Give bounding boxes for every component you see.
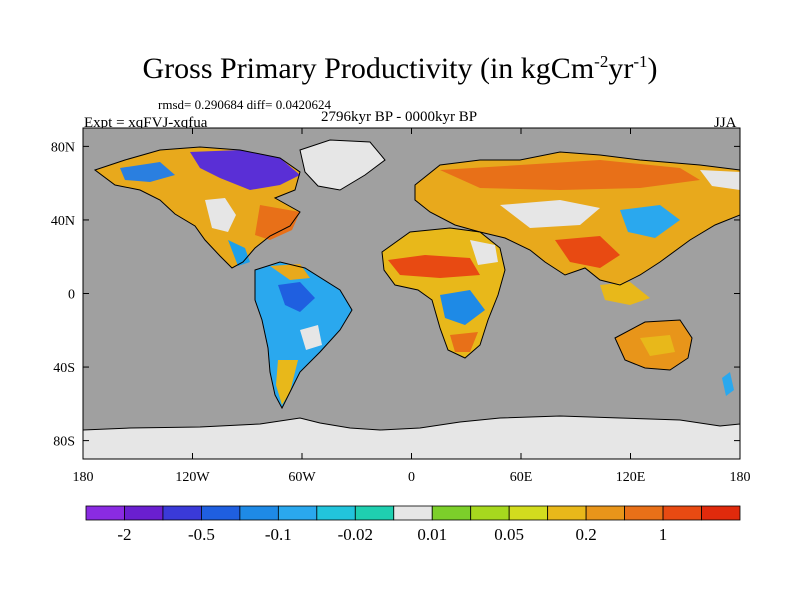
colorbar-label: 0.2 bbox=[575, 525, 596, 544]
colorbar-label: 1 bbox=[659, 525, 668, 544]
x-axis: 180 120W 60W 0 60E 120E 180 bbox=[73, 128, 751, 485]
colorbar-swatch bbox=[431, 505, 472, 521]
x-tick-label: 60E bbox=[510, 470, 533, 485]
y-tick-label: 80S bbox=[53, 435, 75, 450]
coastlines bbox=[83, 139, 740, 431]
colorbar-swatch bbox=[239, 505, 279, 521]
colorbar-swatch bbox=[201, 505, 241, 521]
south-america-central-region bbox=[300, 325, 322, 350]
colorbar-swatch bbox=[585, 505, 625, 521]
colorbar-label: -0.1 bbox=[265, 525, 292, 544]
south-america-amazon-region bbox=[278, 282, 315, 312]
y-tick-label: 80N bbox=[51, 140, 75, 155]
experiment-label: Expt = xqFVJ-xqfua bbox=[84, 115, 208, 131]
period-label: 2796kyr BP - 0000kyr BP bbox=[321, 109, 478, 125]
colorbar-swatch bbox=[393, 505, 433, 521]
colorbar: -2 -0.5 -0.1 -0.02 0.01 0.05 0.2 1 bbox=[85, 505, 741, 544]
stats-line: rmsd= 0.290684 diff= 0.0420624 bbox=[158, 97, 331, 112]
x-tick-label: 180 bbox=[730, 470, 751, 485]
colorbar-label: -2 bbox=[117, 525, 131, 544]
colorbar-swatch bbox=[85, 505, 125, 521]
colorbar-swatch bbox=[701, 505, 741, 521]
plot-title: Gross Primary Productivity (in kgCm-2yr-… bbox=[142, 52, 658, 85]
north-america-northwest-region bbox=[120, 162, 175, 182]
colorbar-swatch bbox=[124, 505, 164, 521]
colorbar-label: -0.02 bbox=[338, 525, 373, 544]
southeast-asia-islands bbox=[600, 282, 650, 305]
new-zealand-landmass bbox=[722, 372, 734, 396]
eurasia-north-region bbox=[440, 160, 700, 190]
eurasia-south-region bbox=[555, 236, 620, 268]
y-tick-label: 0 bbox=[68, 288, 75, 303]
north-america-east-region bbox=[255, 205, 300, 240]
africa-east-region bbox=[470, 240, 498, 265]
x-tick-label: 120W bbox=[175, 470, 210, 485]
north-america-arctic-region bbox=[190, 150, 300, 190]
colorbar-label: -0.5 bbox=[188, 525, 215, 544]
antarctica-landmass bbox=[83, 416, 740, 459]
eurasia-central-region bbox=[500, 200, 600, 228]
colorbar-swatch bbox=[277, 505, 318, 521]
colorbar-swatch bbox=[547, 505, 587, 521]
y-tick-label: 40N bbox=[51, 214, 75, 229]
eurasia-northeast-region bbox=[700, 170, 740, 190]
australia-interior-region bbox=[640, 335, 675, 356]
colorbar-swatch bbox=[162, 505, 202, 521]
season-label: JJA bbox=[714, 115, 737, 131]
x-tick-label: 0 bbox=[408, 470, 415, 485]
north-america-interior-region bbox=[205, 198, 236, 232]
eurasia-east-region bbox=[620, 205, 680, 238]
y-axis: 80N 40N 0 40S 80S bbox=[51, 140, 740, 450]
y-tick-label: 40S bbox=[53, 361, 75, 376]
colorbar-swatch bbox=[624, 505, 664, 521]
x-tick-label: 60W bbox=[288, 470, 316, 485]
x-tick-label: 180 bbox=[73, 470, 94, 485]
colorbar-swatch bbox=[316, 505, 356, 521]
colorbar-swatch bbox=[354, 505, 395, 521]
africa-central-region bbox=[440, 290, 485, 325]
africa-sahara-region bbox=[388, 255, 480, 278]
map-layer bbox=[83, 128, 740, 459]
south-america-north-region bbox=[270, 264, 310, 280]
colorbar-swatch bbox=[508, 505, 549, 521]
colorbar-label: 0.05 bbox=[494, 525, 524, 544]
africa-south-region bbox=[450, 332, 478, 352]
colorbar-swatch bbox=[470, 505, 510, 521]
south-america-south-region bbox=[276, 360, 298, 405]
colorbar-swatch bbox=[662, 505, 702, 521]
greenland-landmass bbox=[300, 140, 385, 190]
colorbar-label: 0.01 bbox=[417, 525, 447, 544]
x-tick-label: 120E bbox=[616, 470, 646, 485]
